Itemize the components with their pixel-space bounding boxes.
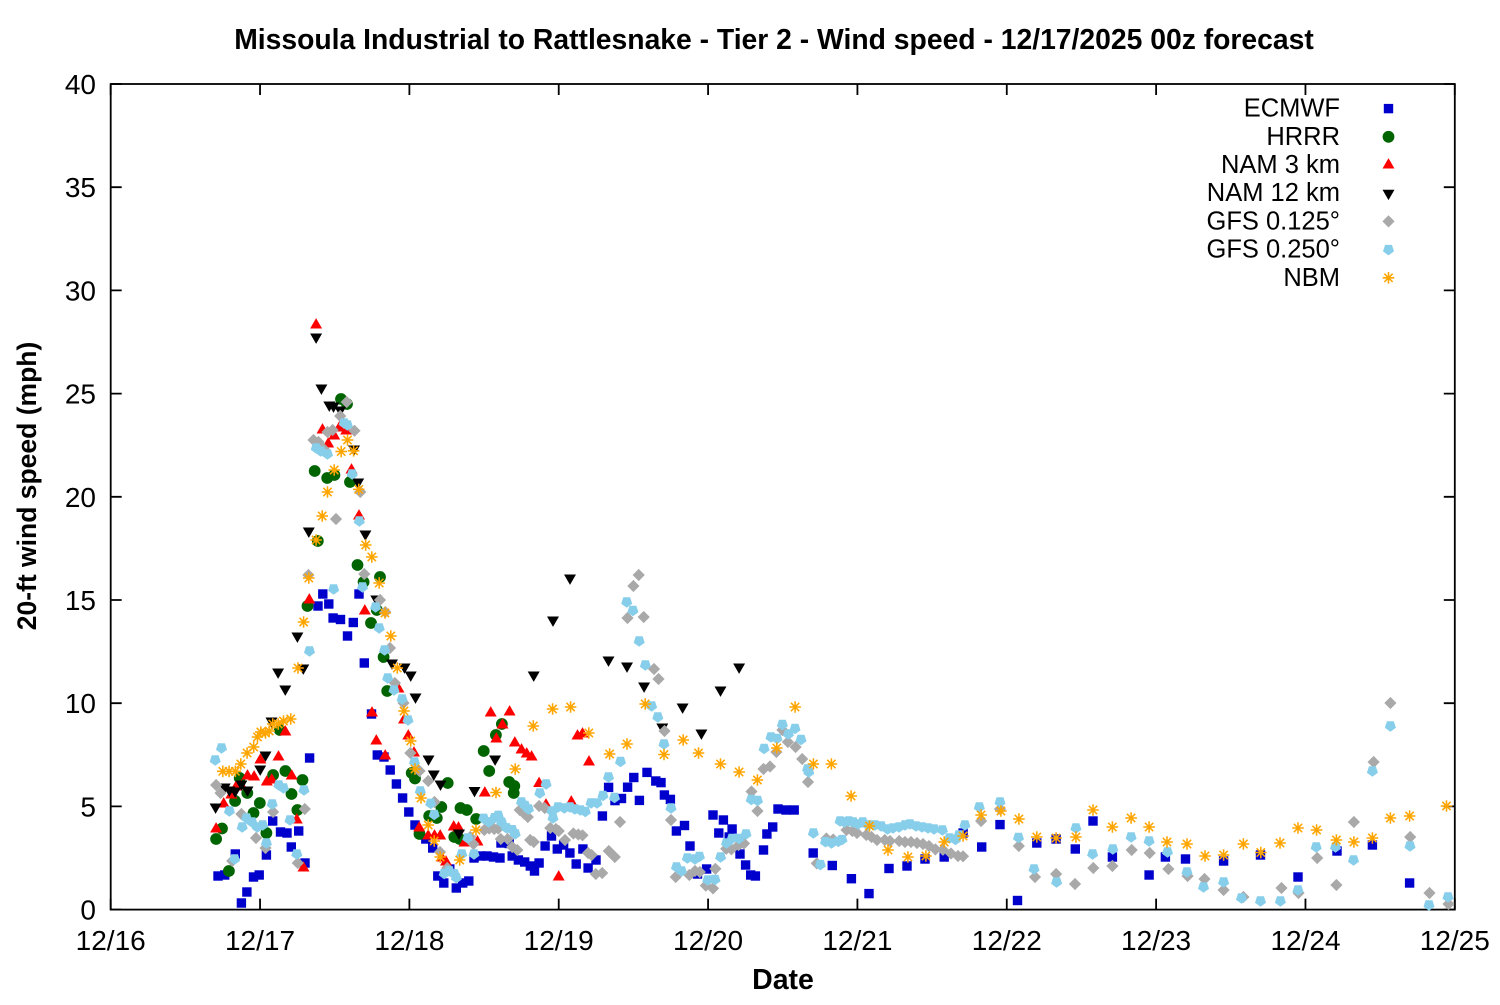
svg-text:NAM 12 km: NAM 12 km: [1207, 179, 1340, 207]
svg-text:ECMWF: ECMWF: [1244, 95, 1340, 123]
svg-text:0: 0: [80, 895, 96, 926]
svg-text:12/17: 12/17: [225, 925, 295, 956]
svg-text:Date: Date: [752, 964, 814, 996]
svg-text:12/19: 12/19: [524, 925, 594, 956]
svg-text:30: 30: [65, 275, 96, 306]
svg-text:GFS 0.250°: GFS 0.250°: [1206, 236, 1340, 264]
svg-text:NAM 3 km: NAM 3 km: [1221, 151, 1340, 179]
svg-text:12/24: 12/24: [1270, 925, 1340, 956]
svg-text:HRRR: HRRR: [1266, 123, 1340, 151]
svg-text:NBM: NBM: [1283, 264, 1340, 292]
svg-text:35: 35: [65, 172, 96, 203]
svg-text:20: 20: [65, 482, 96, 513]
svg-text:GFS 0.125°: GFS 0.125°: [1206, 207, 1340, 235]
svg-text:5: 5: [80, 791, 96, 822]
svg-text:12/23: 12/23: [1121, 925, 1191, 956]
svg-text:15: 15: [65, 585, 96, 616]
svg-text:20-ft wind speed (mph): 20-ft wind speed (mph): [12, 342, 42, 631]
svg-text:25: 25: [65, 379, 96, 410]
svg-text:12/22: 12/22: [972, 925, 1042, 956]
svg-text:Missoula Industrial to Rattles: Missoula Industrial to Rattlesnake - Tie…: [234, 23, 1314, 55]
svg-text:12/16: 12/16: [76, 925, 146, 956]
svg-text:40: 40: [65, 69, 96, 100]
svg-text:12/21: 12/21: [822, 925, 892, 956]
svg-text:10: 10: [65, 688, 96, 719]
svg-text:12/18: 12/18: [374, 925, 444, 956]
svg-text:12/25: 12/25: [1420, 925, 1490, 956]
svg-text:12/20: 12/20: [673, 925, 743, 956]
